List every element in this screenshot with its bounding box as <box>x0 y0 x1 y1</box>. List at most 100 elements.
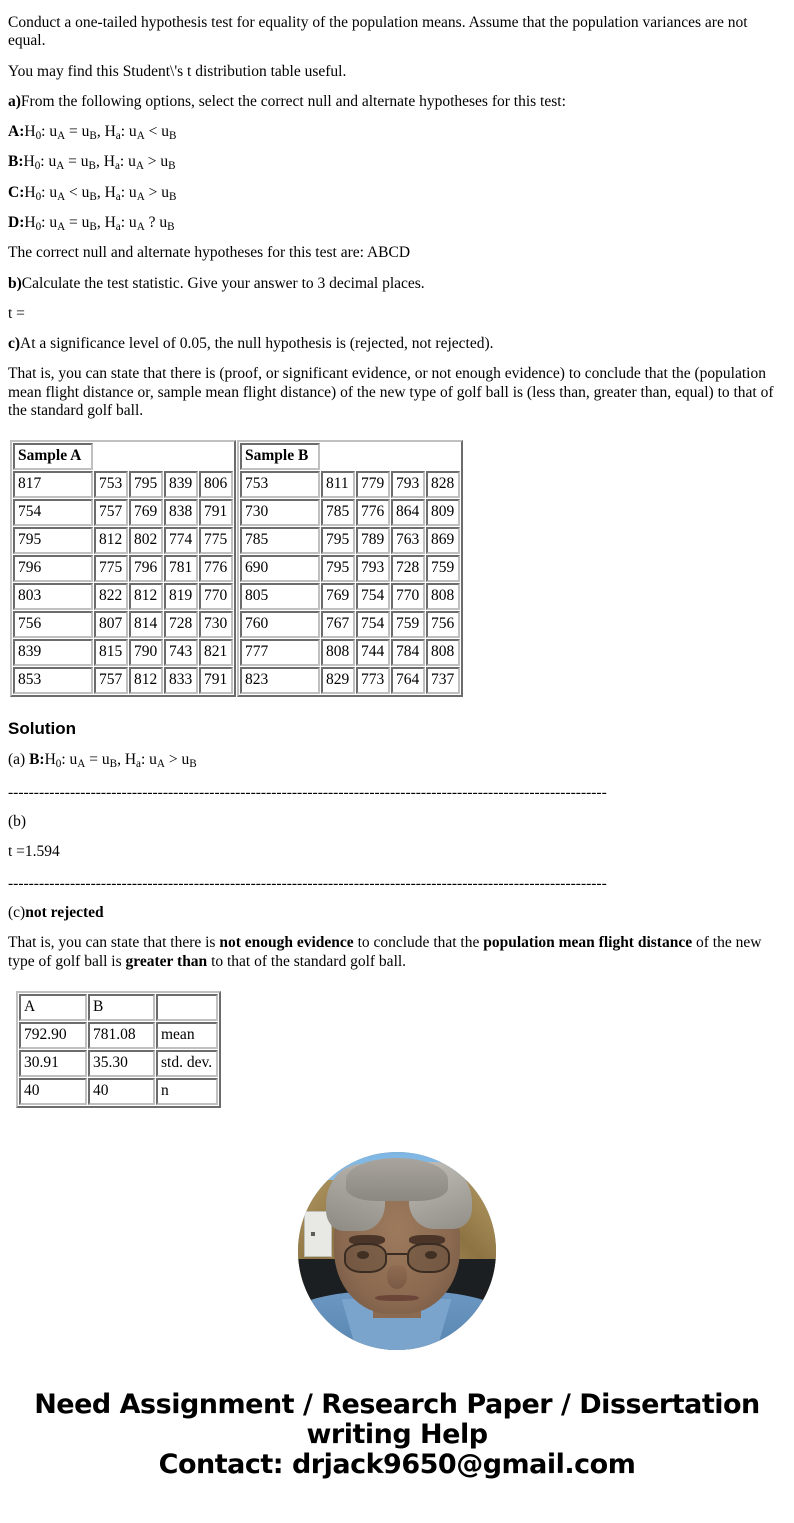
table-cell: 809 <box>426 499 460 527</box>
table-cell: 754 <box>356 583 390 611</box>
table-cell: 821 <box>199 639 233 667</box>
conclusion-bold-3: greater than <box>125 952 208 970</box>
table-row: 760 767 754 759 756 <box>240 611 460 639</box>
solution-part-c: (c)not rejected <box>8 892 786 922</box>
table-row: 30.91 35.30 std. dev. <box>19 1050 218 1077</box>
conclusion-text-1: That is, you can state that there is <box>8 934 220 952</box>
spacer-cell <box>391 443 425 470</box>
avatar-mouth <box>375 1294 419 1302</box>
table-cell: 791 <box>199 499 233 527</box>
table-row: 756 807 814 728 730 <box>13 611 233 639</box>
spacer-cell <box>94 443 128 470</box>
solution-a-prefix: (a) <box>8 751 30 769</box>
solution-part-a: (a) B:H0: uA = uB, Ha: uA > uB <box>8 751 197 771</box>
table-cell: 812 <box>94 527 128 555</box>
table-cell: 756 <box>13 611 93 639</box>
spacer-cell <box>164 443 198 470</box>
hypothesis-option-b: B:H0: uA = uB, Ha: uA > uB <box>8 153 176 173</box>
table-cell: 764 <box>391 667 425 695</box>
conclusion-bold-2: population mean flight distance <box>483 934 693 952</box>
intro-paragraph: Conduct a one-tailed hypothesis test for… <box>8 14 748 50</box>
table-cell: 822 <box>94 583 128 611</box>
table-cell: 728 <box>164 611 198 639</box>
table-cell: 775 <box>94 555 128 583</box>
table-cell: 793 <box>391 471 425 499</box>
conclusion-text-4: to that of the standard golf ball. <box>207 952 407 970</box>
divider-2: ----------------------------------------… <box>8 875 607 893</box>
solution-part-b-label: (b) <box>8 812 27 830</box>
table-cell: 763 <box>391 527 425 555</box>
table-header-row: Sample B <box>240 443 460 471</box>
table-row: 40 40 n <box>19 1078 218 1105</box>
table-row: 803 822 812 819 770 <box>13 583 233 611</box>
conclusion-bold-1: not enough evidence <box>219 934 354 952</box>
table-cell: 776 <box>356 499 390 527</box>
table-row: 795 812 802 774 775 <box>13 527 233 555</box>
table-cell: 770 <box>391 583 425 611</box>
part-b-text: Calculate the test statistic. Give your … <box>21 274 425 292</box>
table-cell: 815 <box>94 639 128 667</box>
table-cell: 690 <box>240 555 320 583</box>
document-page: Conduct a one-tailed hypothesis test for… <box>8 14 786 1481</box>
table-row: 792.90 781.08 mean <box>19 1022 218 1049</box>
table-row: 796 775 796 781 776 <box>13 555 233 583</box>
sample-b-body: Sample B 753 811 779 793 828 730 785 776 864 809 7… <box>240 443 460 695</box>
table-row: 730 785 776 864 809 <box>240 499 460 527</box>
table-cell: 795 <box>321 527 355 555</box>
table-cell: 773 <box>356 667 390 695</box>
table-cell: 853 <box>13 667 93 695</box>
hypothesis-option-d: D:H0: uA = uB, Ha: uA ? uB <box>8 213 175 234</box>
table-cell: std. dev. <box>156 1050 218 1077</box>
table-cell: 823 <box>240 667 320 695</box>
table-cell: 814 <box>129 611 163 639</box>
conclusion-text-2: to conclude that the <box>353 934 484 952</box>
table-cell: 793 <box>356 555 390 583</box>
part-a-text: From the following options, select the c… <box>20 92 566 110</box>
table-row: 753 811 779 793 828 <box>240 471 460 499</box>
sample-b-table: Sample B 753 811 779 793 828 730 785 776 864 809 7… <box>237 440 463 698</box>
part-b-label: b) <box>8 274 22 292</box>
hypothesis-option-a: A:H0: uA = uB, Ha: uA < uB <box>8 123 177 143</box>
table-cell <box>156 994 218 1021</box>
avatar <box>298 1152 496 1350</box>
spacer-cell <box>356 443 390 470</box>
part-a-prompt: a)From the following options, select the… <box>8 81 786 111</box>
table-cell: 30.91 <box>19 1050 87 1077</box>
avatar-eyebrow-right <box>408 1235 445 1246</box>
table-cell: 770 <box>199 583 233 611</box>
part-c-prompt: c)At a significance level of 0.05, the n… <box>8 323 786 353</box>
table-cell: 803 <box>13 583 93 611</box>
table-cell: 757 <box>94 667 128 695</box>
table-cell: 757 <box>94 499 128 527</box>
footer-promo: Need Assignment / Research Paper / Disse… <box>8 1350 786 1481</box>
part-b-prompt: b)Calculate the test statistic. Give you… <box>8 263 786 293</box>
footer-line-1: Need Assignment / Research Paper / Disse… <box>34 1389 760 1420</box>
solution-c-decision: not rejected <box>25 904 104 922</box>
table-cell: 791 <box>199 667 233 695</box>
table-row: 785 795 789 763 869 <box>240 527 460 555</box>
table-cell: 869 <box>426 527 460 555</box>
table-cell: A <box>19 994 87 1021</box>
table-cell: 792.90 <box>19 1022 87 1049</box>
table-cell: 753 <box>94 471 128 499</box>
table-cell: 789 <box>356 527 390 555</box>
solution-t-value: t =1.594 <box>8 842 60 860</box>
table-cell: 812 <box>129 667 163 695</box>
table-cell: 774 <box>164 527 198 555</box>
table-row: 690 795 793 728 759 <box>240 555 460 583</box>
table-row: 823 829 773 764 737 <box>240 667 460 695</box>
solution-c-label: (c) <box>8 904 26 922</box>
table-cell: 839 <box>164 471 198 499</box>
part-c-label: c) <box>8 335 21 353</box>
table-cell: 833 <box>164 667 198 695</box>
hypothesis-option-c: C:H0: uA < uB, Ha: uA > uB <box>8 183 177 203</box>
table-cell: 35.30 <box>88 1050 155 1077</box>
table-cell: 728 <box>391 555 425 583</box>
spacer-cell <box>426 443 460 470</box>
table-cell: 829 <box>321 667 355 695</box>
table-row: 839 815 790 743 821 <box>13 639 233 667</box>
divider-1: ----------------------------------------… <box>8 783 607 801</box>
table-cell: 759 <box>426 555 460 583</box>
table-cell: 785 <box>240 527 320 555</box>
